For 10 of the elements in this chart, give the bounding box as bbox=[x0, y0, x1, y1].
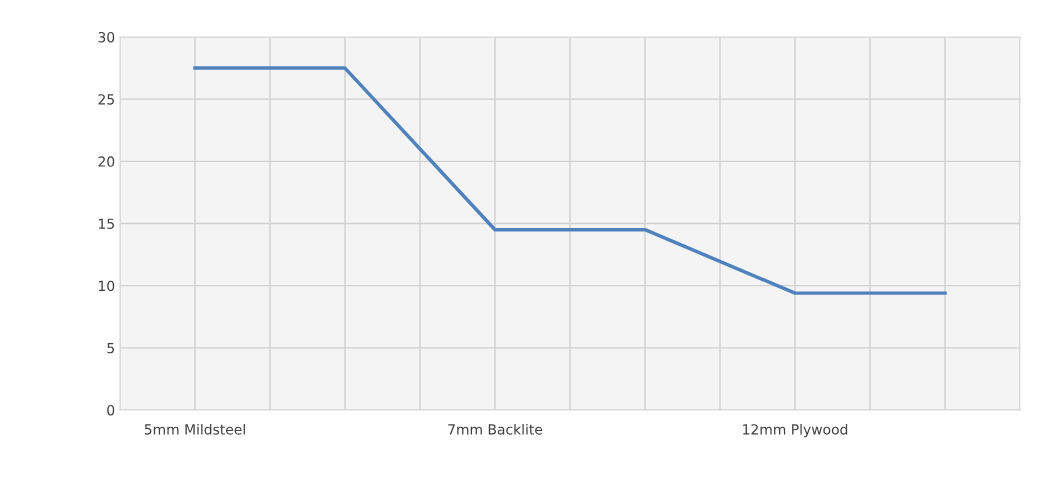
x-tick-label: 5mm Mildsteel bbox=[144, 423, 245, 435]
x-tick-label: 12mm Plywood bbox=[743, 423, 848, 438]
x-tick-label: 7mm Backlite bbox=[448, 423, 543, 435]
y-tick-label: 25 bbox=[98, 94, 114, 105]
y-tick-label: 5 bbox=[107, 342, 114, 354]
y-tick-label: 30 bbox=[98, 31, 115, 43]
y-tick-label: 15 bbox=[98, 218, 114, 229]
y-tick-label: 0 bbox=[107, 404, 115, 416]
y-tick-label: 10 bbox=[98, 280, 115, 292]
y-tick-label: 20 bbox=[98, 156, 115, 167]
